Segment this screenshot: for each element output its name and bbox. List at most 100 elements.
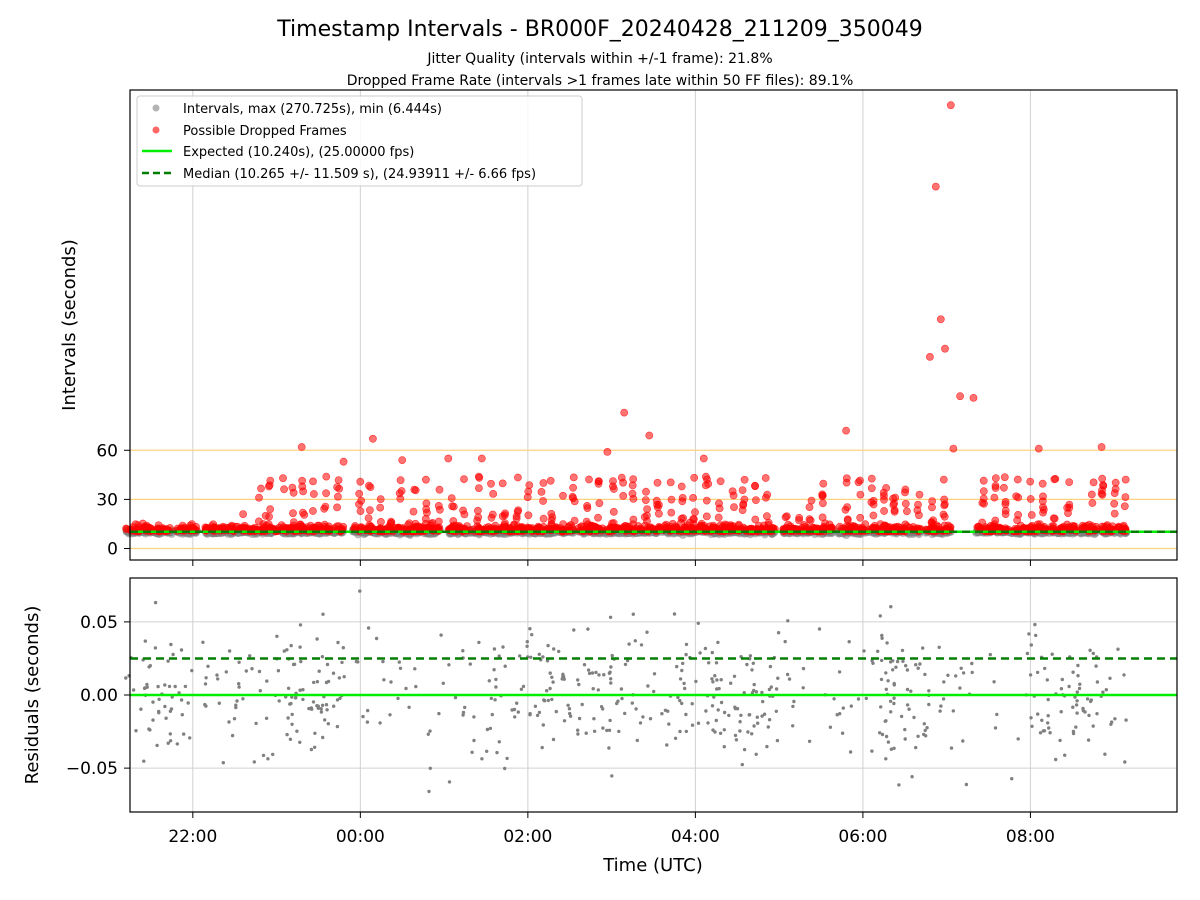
- residual-point-272: [601, 726, 605, 730]
- legend-marker-dropped: [152, 126, 160, 134]
- dropped-point-1266: [421, 475, 430, 484]
- residual-point-289: [1036, 712, 1040, 716]
- residual-point-355: [494, 685, 498, 689]
- residual-point-202: [891, 668, 895, 672]
- residual-point-615: [878, 731, 882, 735]
- residual-point-347: [905, 703, 910, 707]
- residual-point-396: [954, 674, 958, 678]
- residual-point-532: [610, 774, 614, 778]
- residual-point-490: [331, 671, 336, 675]
- dropped-point-1525: [297, 443, 306, 451]
- residual-point-587: [946, 673, 950, 677]
- residual-point-361: [413, 667, 417, 671]
- residual-point-23: [888, 699, 893, 703]
- dropped-point-1378: [702, 512, 711, 521]
- residual-point-400: [576, 732, 580, 736]
- dropped-point-1545: [1097, 443, 1106, 451]
- residual-point-306: [762, 712, 767, 716]
- residual-point-132: [608, 615, 613, 619]
- dropped-point-1237: [333, 503, 341, 512]
- residual-point-238: [719, 678, 723, 682]
- x-axis-label: Time (UTC): [602, 855, 703, 876]
- residual-point-271: [625, 658, 630, 663]
- residual-point-535: [584, 731, 588, 735]
- residual-point-546: [477, 640, 481, 645]
- dropped-point-1248: [364, 514, 373, 522]
- residual-point-382: [389, 680, 393, 684]
- residual-point-147: [1075, 711, 1079, 715]
- dropped-point-1469: [978, 498, 987, 507]
- dropped-point-1475: [991, 474, 1000, 483]
- dropped-point-1311: [547, 520, 556, 529]
- residual-point-603: [837, 670, 842, 674]
- dropped-point-1372: [690, 473, 699, 482]
- residual-point-94: [623, 662, 628, 667]
- residual-point-160: [892, 701, 896, 706]
- dropped-point-1488: [1026, 477, 1035, 486]
- residual-point-246: [923, 672, 927, 677]
- intervals-y-ticks: 0 30 60: [96, 441, 130, 560]
- residual-point-16: [301, 697, 305, 702]
- residual-point-333: [290, 722, 294, 726]
- residual-point-93: [645, 630, 649, 634]
- dropped-point-1487: [1014, 511, 1022, 519]
- residual-point-526: [470, 750, 474, 754]
- dropped-point-1306: [539, 514, 548, 523]
- residual-point-265: [871, 661, 875, 665]
- residual-point-296: [1074, 703, 1079, 707]
- chart-subtitle-1: Jitter Quality (intervals within +/-1 fr…: [426, 51, 772, 67]
- residual-point-460: [761, 699, 765, 704]
- residual-point-217: [307, 706, 311, 711]
- residual-point-321: [892, 681, 896, 686]
- residual-point-220: [704, 709, 708, 713]
- dropped-point-1275: [448, 502, 457, 511]
- residual-point-166: [497, 740, 501, 744]
- dropped-point-1315: [559, 520, 567, 528]
- dropped-point-1397: [751, 482, 759, 491]
- residual-point-470: [560, 677, 564, 681]
- residual-point-491: [1040, 718, 1044, 722]
- residual-point-78: [336, 640, 340, 645]
- residual-point-212: [886, 740, 891, 744]
- dropped-point-1235: [334, 476, 343, 484]
- residual-point-381: [407, 705, 411, 709]
- dropped-point-1496: [1039, 505, 1048, 514]
- dropped-point-1505: [1064, 509, 1072, 517]
- residual-point-327: [382, 678, 386, 682]
- residual-point-189: [171, 652, 175, 657]
- residual-point-482: [298, 623, 303, 627]
- residual-point-188: [265, 679, 269, 683]
- dropped-point-1490: [1027, 511, 1036, 519]
- residual-point-420: [1043, 666, 1047, 671]
- residual-point-258: [488, 726, 493, 731]
- residual-point-525: [949, 746, 954, 750]
- residual-point-398: [752, 724, 756, 728]
- residuals-x-tick-label-4: 06:00: [838, 827, 887, 847]
- residual-point-213: [215, 673, 219, 677]
- residual-point-101: [864, 696, 868, 701]
- dropped-point-1232: [322, 472, 331, 481]
- residual-point-165: [767, 718, 772, 722]
- dropped-point-1521: [1121, 493, 1130, 501]
- residual-point-193: [472, 738, 476, 743]
- residual-point-481: [609, 665, 613, 669]
- residual-point-153: [1046, 721, 1050, 725]
- residual-point-540: [608, 670, 612, 674]
- residual-point-463: [619, 687, 624, 691]
- legend-label-expected: Expected (10.240s), (25.00000 fps): [183, 145, 414, 160]
- residual-point-250: [177, 691, 181, 695]
- residual-point-52: [750, 732, 754, 736]
- residual-point-479: [684, 712, 688, 717]
- dropped-point-87: [188, 523, 196, 532]
- residual-point-330: [970, 670, 974, 675]
- dropped-point-1239: [355, 489, 364, 498]
- residual-point-558: [1058, 738, 1062, 743]
- residual-point-476: [690, 723, 695, 727]
- residual-point-304: [562, 719, 567, 723]
- residual-point-97: [667, 722, 671, 726]
- dropped-point-1207: [257, 484, 265, 493]
- dropped-point-1412: [818, 513, 827, 522]
- dropped-point-1226: [309, 490, 318, 498]
- dropped-point-1241: [356, 477, 365, 486]
- residual-point-545: [179, 698, 184, 702]
